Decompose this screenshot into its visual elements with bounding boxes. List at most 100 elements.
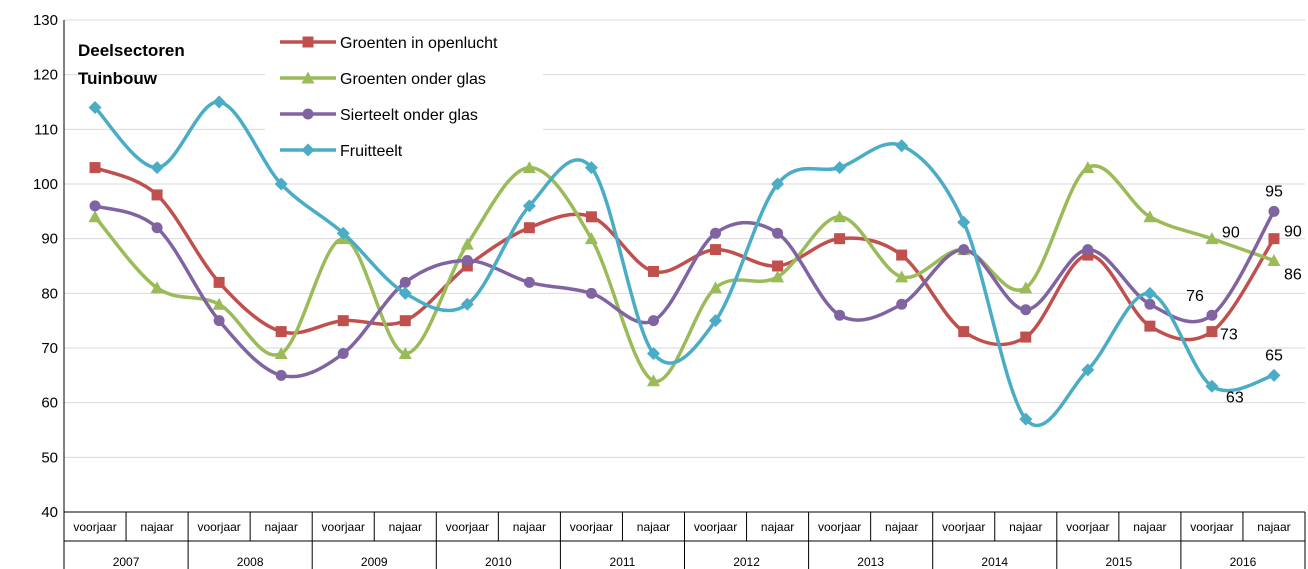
data-point-circle <box>710 227 722 239</box>
data-point-circle <box>399 276 411 288</box>
y-tick-label: 110 <box>34 121 58 138</box>
data-label: 63 <box>1226 389 1244 406</box>
data-point-diamond <box>1267 368 1281 382</box>
data-point-circle <box>1206 309 1218 321</box>
data-point-diamond <box>771 177 785 191</box>
data-point-circle <box>1020 304 1032 316</box>
x-category-label: voorjaar <box>818 520 861 534</box>
data-point-triangle <box>709 281 723 294</box>
x-category-label: najaar <box>140 520 173 534</box>
data-point-square <box>1020 331 1032 343</box>
data-point-circle <box>647 315 659 327</box>
x-year-label: 2007 <box>113 555 140 569</box>
data-point-diamond <box>274 177 288 191</box>
x-year-label: 2013 <box>857 555 884 569</box>
data-point-circle <box>834 309 846 321</box>
y-tick-label: 90 <box>41 231 58 248</box>
data-point-triangle <box>212 297 226 310</box>
data-point-circle <box>461 255 473 267</box>
y-tick-label: 60 <box>41 395 58 412</box>
series-line <box>93 100 1275 428</box>
x-category-label: najaar <box>1133 520 1166 534</box>
data-point-circle <box>1268 205 1280 217</box>
data-point-square <box>1144 320 1156 332</box>
x-category-label: voorjaar <box>694 520 737 534</box>
x-category-label: najaar <box>637 520 670 534</box>
data-point-circle <box>1082 244 1094 256</box>
data-point-square <box>399 315 411 327</box>
data-point-square <box>710 244 722 256</box>
data-point-diamond <box>1019 412 1033 426</box>
data-point-triangle <box>88 210 102 223</box>
data-point-triangle <box>460 237 474 250</box>
data-point-square <box>275 326 287 338</box>
legend-entry: Fruitteelt <box>340 143 403 160</box>
chart-title-line-1: Deelsectoren <box>78 41 185 60</box>
data-label: 76 <box>1186 288 1204 305</box>
data-point-square <box>834 233 846 245</box>
data-point-diamond <box>709 314 723 328</box>
data-point-circle <box>302 108 314 120</box>
data-point-triangle <box>895 270 909 283</box>
chart-title-line-2: Tuinbouw <box>78 69 158 88</box>
x-category-label: najaar <box>264 520 297 534</box>
data-label: 90 <box>1284 224 1302 241</box>
x-category-label: voorjaar <box>446 520 489 534</box>
data-point-diamond <box>336 226 350 240</box>
x-category-label: najaar <box>1257 520 1290 534</box>
data-point-square <box>302 36 314 48</box>
gridlines <box>64 19 1305 458</box>
data-point-diamond <box>522 199 536 213</box>
data-point-square <box>89 162 101 174</box>
data-label: 90 <box>1222 225 1240 242</box>
data-point-triangle <box>1205 232 1219 245</box>
series-line <box>93 164 1275 383</box>
data-point-circle <box>89 200 101 212</box>
data-point-circle <box>958 244 970 256</box>
data-point-diamond <box>957 215 971 229</box>
x-year-label: 2008 <box>237 555 264 569</box>
series-line <box>94 204 1276 379</box>
data-point-triangle <box>771 270 785 283</box>
data-point-diamond <box>460 297 474 311</box>
data-label: 95 <box>1265 183 1283 200</box>
data-point-triangle <box>1019 281 1033 294</box>
data-point-diamond <box>833 161 847 175</box>
y-tick-label: 100 <box>33 176 58 193</box>
data-point-triangle <box>398 346 412 359</box>
legend: Groenten in openlucht Groenten onder glas… <box>280 35 498 160</box>
data-point-diamond <box>584 161 598 175</box>
y-tick-label: 130 <box>33 12 58 29</box>
data-point-diamond <box>895 139 909 153</box>
x-year-label: 2011 <box>610 555 636 569</box>
data-point-diamond <box>1081 363 1095 377</box>
data-labels: 73 90 90 86 76 95 63 65 <box>1186 183 1302 406</box>
series-sierteelt-onder-glas <box>89 200 1280 381</box>
data-point-square <box>151 189 163 201</box>
legend-entry: Groenten in openlucht <box>340 35 498 52</box>
x-year-label: 2009 <box>361 555 388 569</box>
x-category-label: voorjaar <box>1190 520 1233 534</box>
y-tick-label: 70 <box>41 340 58 357</box>
x-category-label: voorjaar <box>197 520 240 534</box>
data-point-square <box>585 211 597 223</box>
data-point-triangle <box>1267 254 1281 267</box>
data-point-circle <box>275 369 287 381</box>
data-point-square <box>337 315 349 327</box>
x-category-label: najaar <box>885 520 918 534</box>
x-year-label: 2010 <box>485 555 512 569</box>
data-point-square <box>213 276 225 288</box>
data-point-diamond <box>212 95 226 109</box>
x-category-label: voorjaar <box>73 520 116 534</box>
data-point-diamond <box>301 143 315 157</box>
x-category-label: voorjaar <box>942 520 985 534</box>
series-lines <box>88 95 1281 428</box>
x-year-label: 2015 <box>1105 555 1132 569</box>
x-category-label: najaar <box>1009 520 1042 534</box>
data-label: 65 <box>1265 347 1283 364</box>
data-point-circle <box>523 276 535 288</box>
data-label: 86 <box>1284 267 1302 284</box>
data-point-square <box>1268 233 1280 245</box>
data-point-square <box>647 265 659 277</box>
